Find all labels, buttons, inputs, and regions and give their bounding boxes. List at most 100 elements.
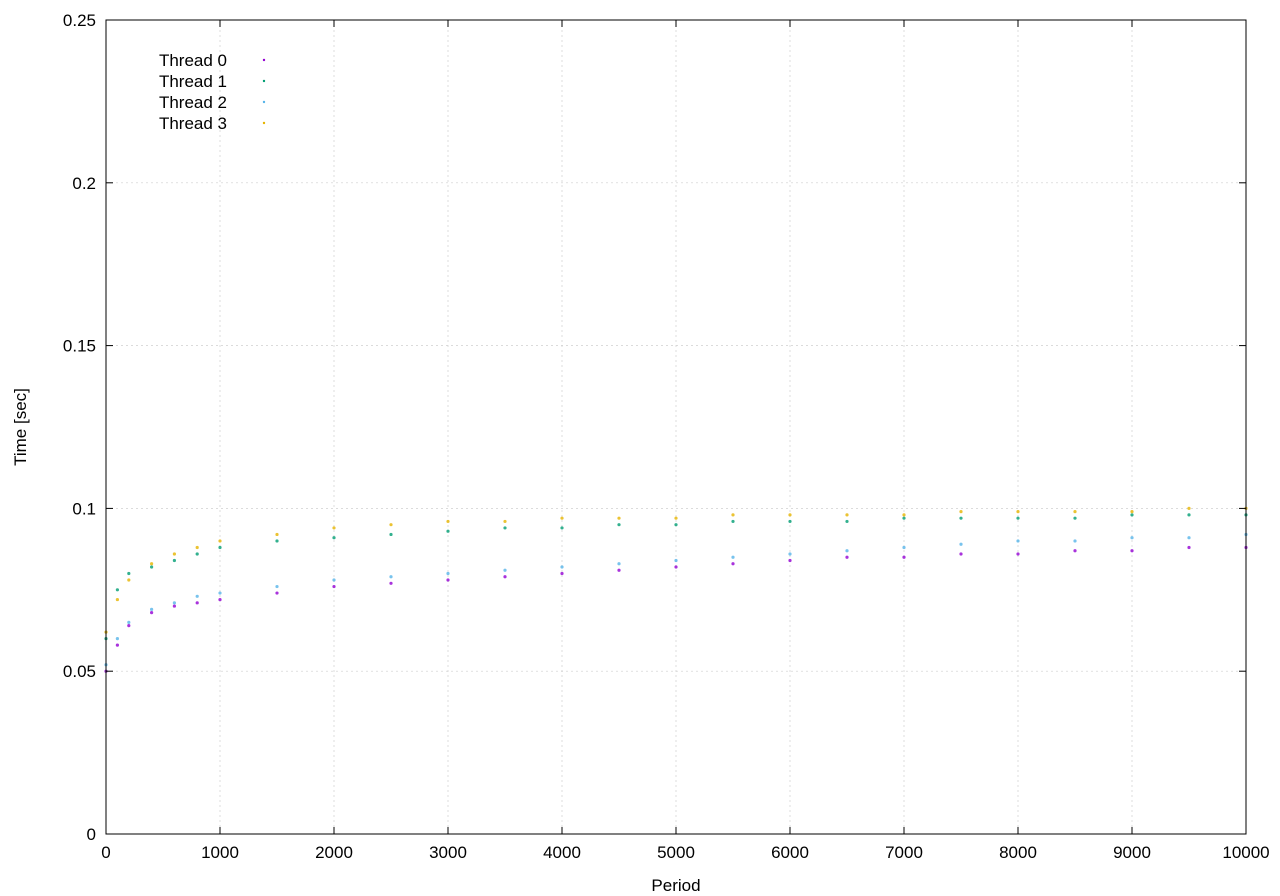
data-point [275,584,279,589]
legend-label: Thread 0 [159,51,227,70]
data-point [389,532,393,537]
x-tick-label: 8000 [999,843,1037,862]
data-point [845,519,849,524]
y-tick-label: 0.15 [63,337,96,356]
x-tick-label: 6000 [771,843,809,862]
data-point [788,519,792,524]
data-point [560,526,564,530]
data-point [150,565,154,569]
data-point [172,601,176,605]
data-point [617,523,621,527]
x-tick-label: 10000 [1222,843,1269,862]
data-point [1016,539,1020,543]
legend: Thread 0 Thread 1 Thread 2 Thread 3 [159,51,266,133]
x-tick-label: 1000 [201,843,239,862]
data-point [446,571,450,576]
data-point [127,620,131,624]
data-point [731,513,735,517]
x-tick-label: 5000 [657,843,695,862]
data-point [172,552,176,556]
x-axis-label: Period [651,876,700,895]
series-2 [104,532,1248,667]
data-point [332,584,336,589]
data-point [218,591,222,595]
data-point [332,578,336,582]
y-tick-label: 0.25 [63,11,96,30]
y-tick-label: 0.05 [63,662,96,681]
data-point [674,558,678,563]
data-point [195,601,199,605]
data-point [959,510,963,514]
data-point [959,516,963,520]
series-0 [104,545,1248,673]
data-point [788,558,792,563]
legend-marker [262,121,266,125]
x-tick-label: 9000 [1113,843,1151,862]
data-point [1073,549,1077,553]
data-point [115,588,119,592]
legend-marker [262,58,266,62]
data-point [275,539,279,543]
data-point [446,519,450,524]
data-point [195,552,199,556]
data-point [731,555,735,559]
data-point [115,643,119,647]
y-axis-label: Time [sec] [11,388,30,466]
data-point [1073,539,1077,543]
data-point [389,575,393,579]
data-point [731,562,735,566]
data-point [332,536,336,540]
x-tick-label: 4000 [543,843,581,862]
data-point [845,513,849,517]
data-point [446,529,450,533]
legend-marker [262,100,266,104]
data-point [172,604,176,608]
data-point [1016,552,1020,556]
data-point [1073,510,1077,514]
data-point [845,555,849,559]
data-point [503,526,507,530]
legend-label: Thread 1 [159,72,227,91]
data-point [788,552,792,556]
x-tick-label: 0 [101,843,110,862]
data-point [195,545,199,550]
data-point [845,549,849,553]
data-point [218,545,222,550]
data-point [1130,513,1134,517]
grid [106,20,1246,834]
data-point [275,532,279,537]
data-point [674,523,678,527]
data-point [1187,545,1191,550]
data-point [218,597,222,602]
y-tick-labels: 0 0.05 0.1 0.15 0.2 0.25 [63,11,96,844]
data-point [195,594,199,598]
data-point [1187,536,1191,540]
data-point [389,581,393,585]
data-point [560,516,564,520]
data-point [1016,510,1020,514]
data-point [560,565,564,569]
data-points [104,506,1248,673]
data-point [617,516,621,520]
data-point [1130,510,1134,514]
data-point [150,610,154,615]
data-point [1016,516,1020,520]
y-tick-label: 0.1 [72,499,96,518]
legend-label: Thread 2 [159,93,227,112]
data-point [902,555,906,559]
data-point [1073,516,1077,520]
data-point [127,578,131,582]
x-tick-label: 3000 [429,843,467,862]
axis-ticks [105,19,1247,835]
legend-label: Thread 3 [159,114,227,133]
data-point [617,562,621,566]
data-point [503,568,507,572]
data-point [959,552,963,556]
data-point [332,526,336,530]
data-point [127,624,131,628]
data-point [150,607,154,611]
data-point [1130,536,1134,540]
data-point [115,597,119,602]
